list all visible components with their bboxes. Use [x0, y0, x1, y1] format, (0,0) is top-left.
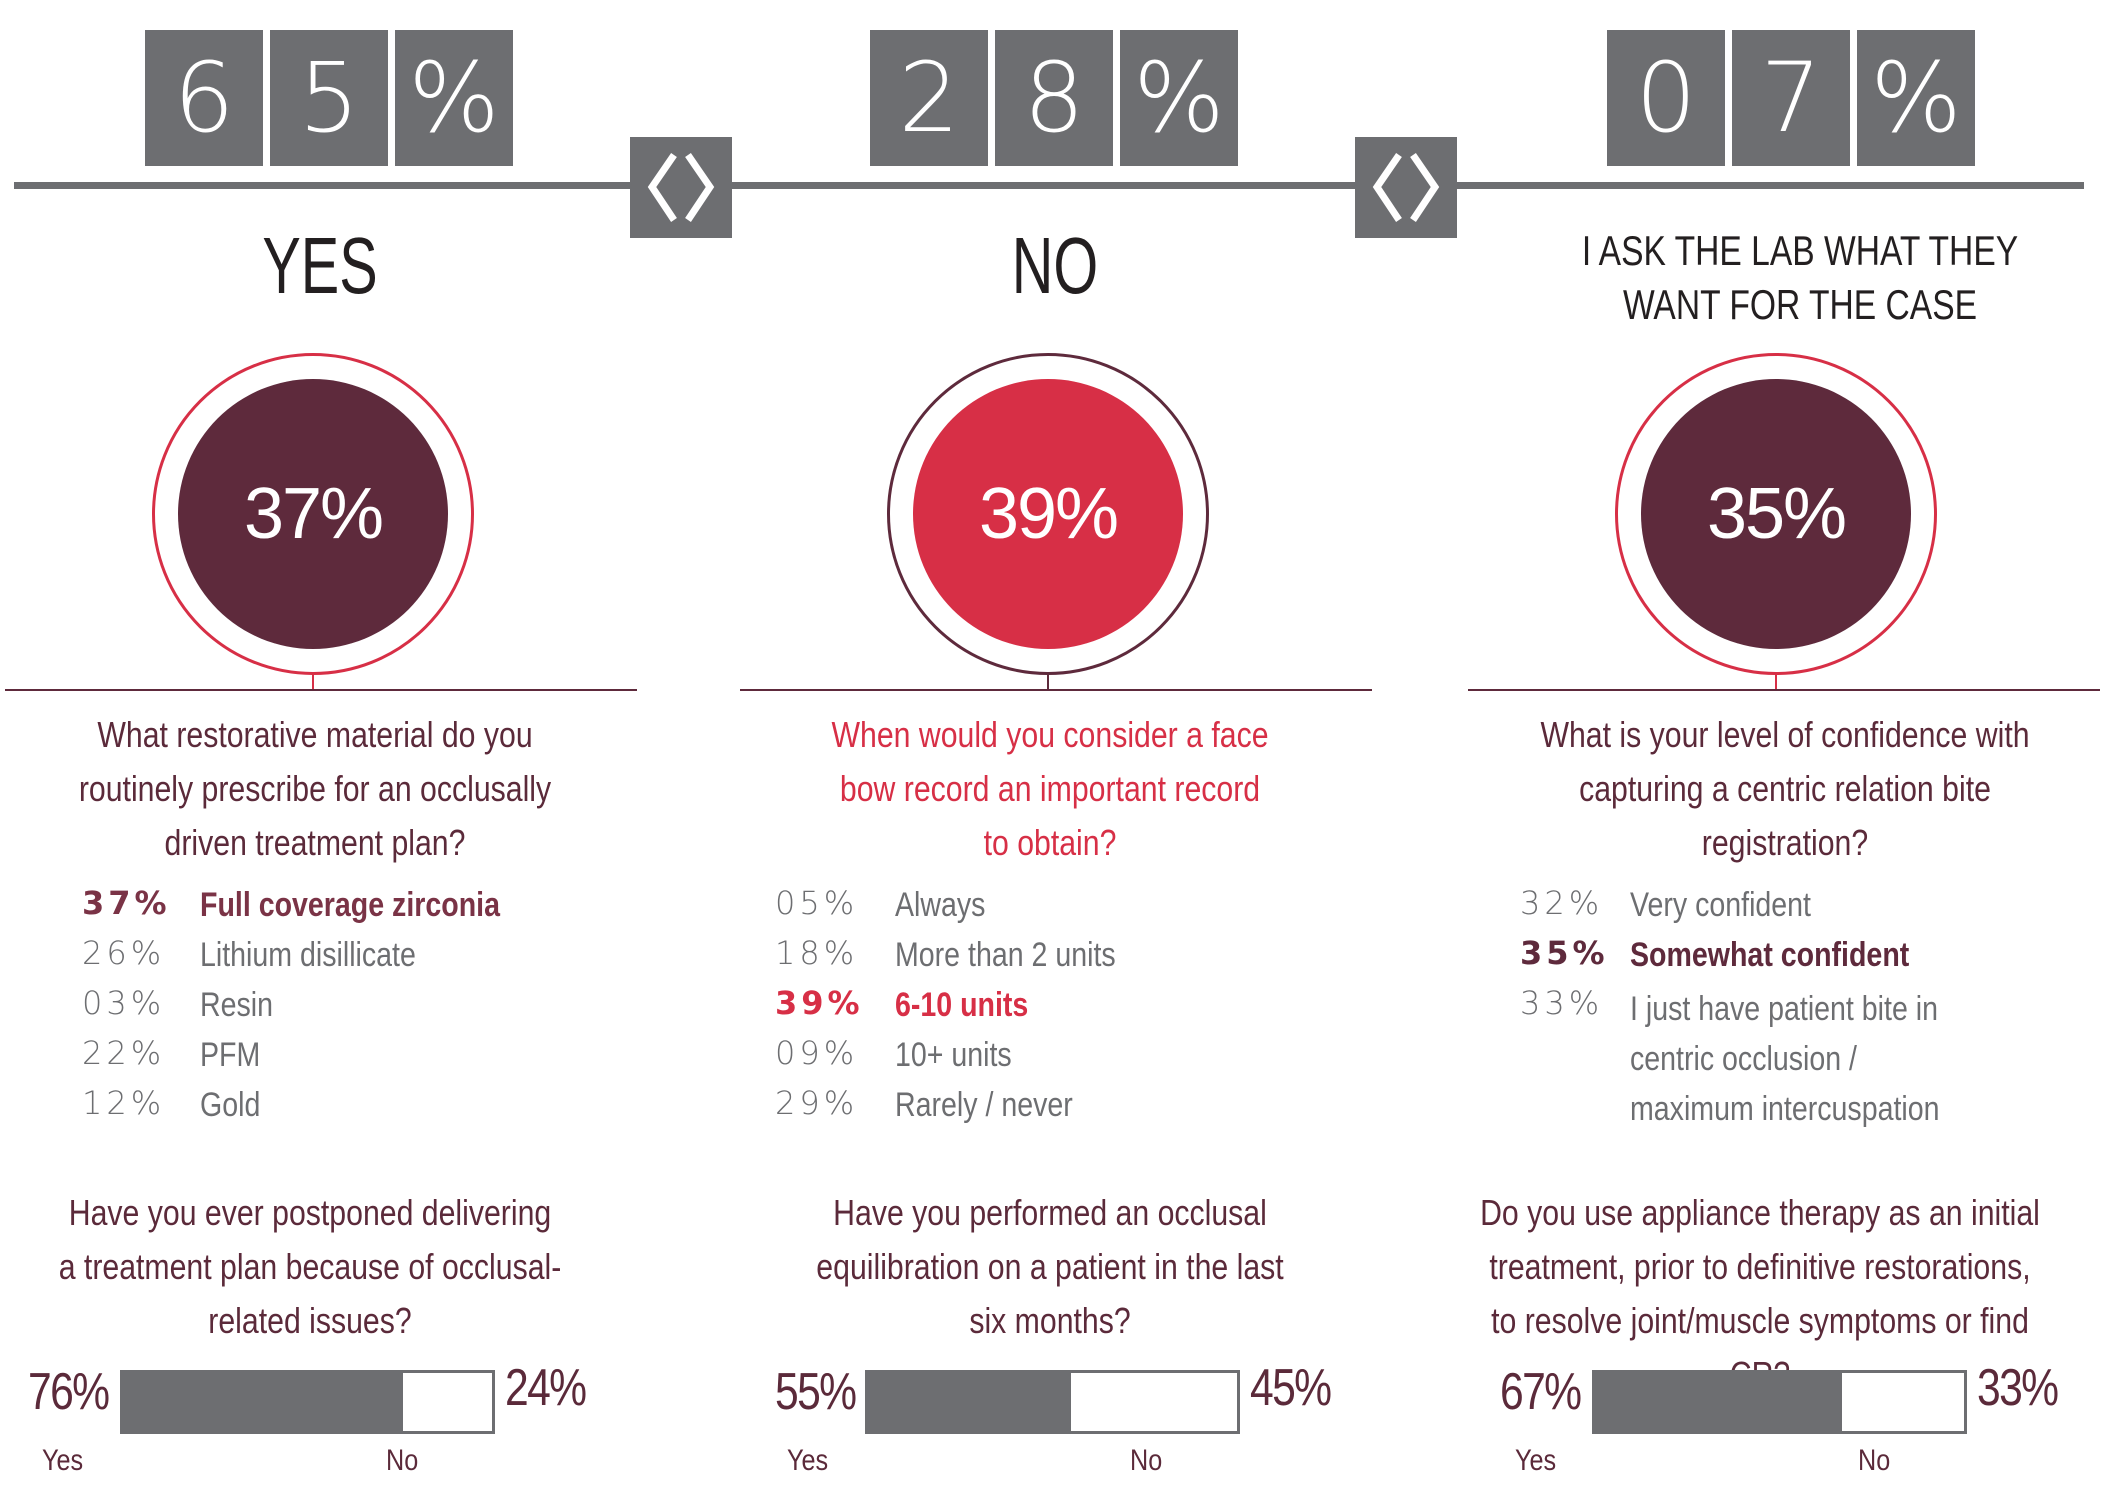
option-percent: 37%: [82, 884, 171, 922]
chevron-pair-icon: [630, 137, 732, 238]
bar-fill-yes: [123, 1373, 404, 1431]
option-percent: 05%: [775, 884, 859, 922]
digit-box: 2: [870, 30, 988, 166]
option-percent: 18%: [775, 934, 859, 972]
no-label: No: [386, 1444, 419, 1477]
connector-line: [14, 182, 2084, 189]
answer-lab: I ASK THE LAB WHAT THEY WANT FOR THE CAS…: [1581, 227, 2019, 328]
option-label: I just have patient bite in centric occl…: [1630, 990, 1940, 1128]
option-row: 37% Full coverage zirconia: [82, 884, 602, 934]
option-label: PFM: [200, 1036, 261, 1074]
option-list-confidence: 32% Very confident 35% Somewhat confident 33…: [1520, 884, 2100, 1144]
yes-percent: 55%: [775, 1363, 857, 1421]
option-label: 6-10 units: [895, 986, 1029, 1024]
option-row: 32% Very confident: [1520, 884, 2100, 934]
option-row: 09% 10+ units: [775, 1034, 1295, 1084]
yes-percent: 76%: [28, 1363, 110, 1421]
option-percent: 12%: [82, 1084, 166, 1122]
option-percent: 29%: [775, 1084, 859, 1122]
no-label: No: [1858, 1444, 1891, 1477]
circle-stem: [1775, 672, 1777, 690]
option-label: Gold: [200, 1086, 261, 1124]
question-postponed: Have you ever postponed delivering a tre…: [58, 1192, 562, 1341]
option-percent: 03%: [82, 984, 166, 1022]
yes-label: Yes: [1515, 1444, 1557, 1477]
circle-value: 37%: [178, 379, 448, 649]
bar-track: [865, 1370, 1240, 1434]
section-divider: [5, 689, 637, 691]
answer-no: NO: [1011, 221, 1099, 310]
option-row: 29% Rarely / never: [775, 1084, 1295, 1134]
option-label: Full coverage zirconia: [200, 886, 500, 924]
question-material: What restorative material do you routine…: [78, 714, 552, 863]
circle-stem: [1047, 672, 1049, 690]
no-percent: 24%: [505, 1359, 587, 1417]
option-percent: 33%: [1520, 984, 1604, 1022]
digit-box: %: [395, 30, 513, 166]
option-percent: 26%: [82, 934, 166, 972]
no-label: No: [1130, 1444, 1163, 1477]
option-row: 12% Gold: [82, 1084, 602, 1134]
digit-box: 0: [1607, 30, 1725, 166]
option-row: 03% Resin: [82, 984, 602, 1034]
no-percent: 33%: [1977, 1359, 2059, 1417]
option-label: 10+ units: [895, 1036, 1012, 1074]
option-row: 33% I just have patient bite in centric o…: [1520, 984, 2100, 1128]
option-list-facebow: 05% Always 18% More than 2 units 39% 6-10 uni…: [775, 884, 1295, 1144]
option-label: Very confident: [1630, 886, 1812, 924]
bar-track: [1592, 1370, 1967, 1434]
option-label: Always: [895, 886, 986, 924]
question-facebow: When would you consider a face bow recor…: [831, 714, 1269, 863]
digit-box: 6: [145, 30, 263, 166]
circle-value: 39%: [913, 379, 1183, 649]
option-row: 35% Somewhat confident: [1520, 934, 2100, 984]
chevron-pair-icon-svg: [647, 153, 715, 222]
bar-track: [120, 1370, 495, 1434]
answer-yes: YES: [262, 221, 378, 310]
chevron-pair-icon: [1355, 137, 1457, 238]
bar-fill-yes: [1595, 1373, 1843, 1431]
yes-label: Yes: [42, 1444, 84, 1477]
question-equilibration: Have you performed an occlusal equilibra…: [816, 1192, 1284, 1341]
option-percent: 35%: [1520, 934, 1609, 972]
circle-stem: [312, 672, 314, 690]
question-confidence: What is your level of confidence with ca…: [1540, 714, 2030, 863]
no-percent: 45%: [1250, 1359, 1332, 1417]
option-row: 05% Always: [775, 884, 1295, 934]
question-appliance: Do you use appliance therapy as an initi…: [1480, 1192, 2040, 1395]
section-divider: [740, 689, 1372, 691]
option-row: 39% 6-10 units: [775, 984, 1295, 1034]
circle-value: 35%: [1641, 379, 1911, 649]
option-percent: 32%: [1520, 884, 1604, 922]
option-row: 18% More than 2 units: [775, 934, 1295, 984]
digit-box: %: [1120, 30, 1238, 166]
option-row: 26% Lithium disillicate: [82, 934, 602, 984]
option-percent: 39%: [775, 984, 864, 1022]
option-row: 22% PFM: [82, 1034, 602, 1084]
option-label: Rarely / never: [895, 1086, 1073, 1124]
chevron-pair-icon-svg: [1372, 153, 1440, 222]
digit-box: 5: [270, 30, 388, 166]
digit-box: 7: [1732, 30, 1850, 166]
option-percent: 22%: [82, 1034, 166, 1072]
option-label: Lithium disillicate: [200, 936, 416, 974]
digit-box: 8: [995, 30, 1113, 166]
option-label: Somewhat confident: [1630, 936, 1910, 974]
section-divider: [1468, 689, 2100, 691]
option-label: More than 2 units: [895, 936, 1116, 974]
option-list-material: 37% Full coverage zirconia 26% Lithium disi…: [82, 884, 602, 1144]
option-label: Resin: [200, 986, 274, 1024]
yes-percent: 67%: [1500, 1363, 1582, 1421]
bar-fill-yes: [868, 1373, 1071, 1431]
option-percent: 09%: [775, 1034, 859, 1072]
digit-box: %: [1857, 30, 1975, 166]
yes-label: Yes: [787, 1444, 829, 1477]
